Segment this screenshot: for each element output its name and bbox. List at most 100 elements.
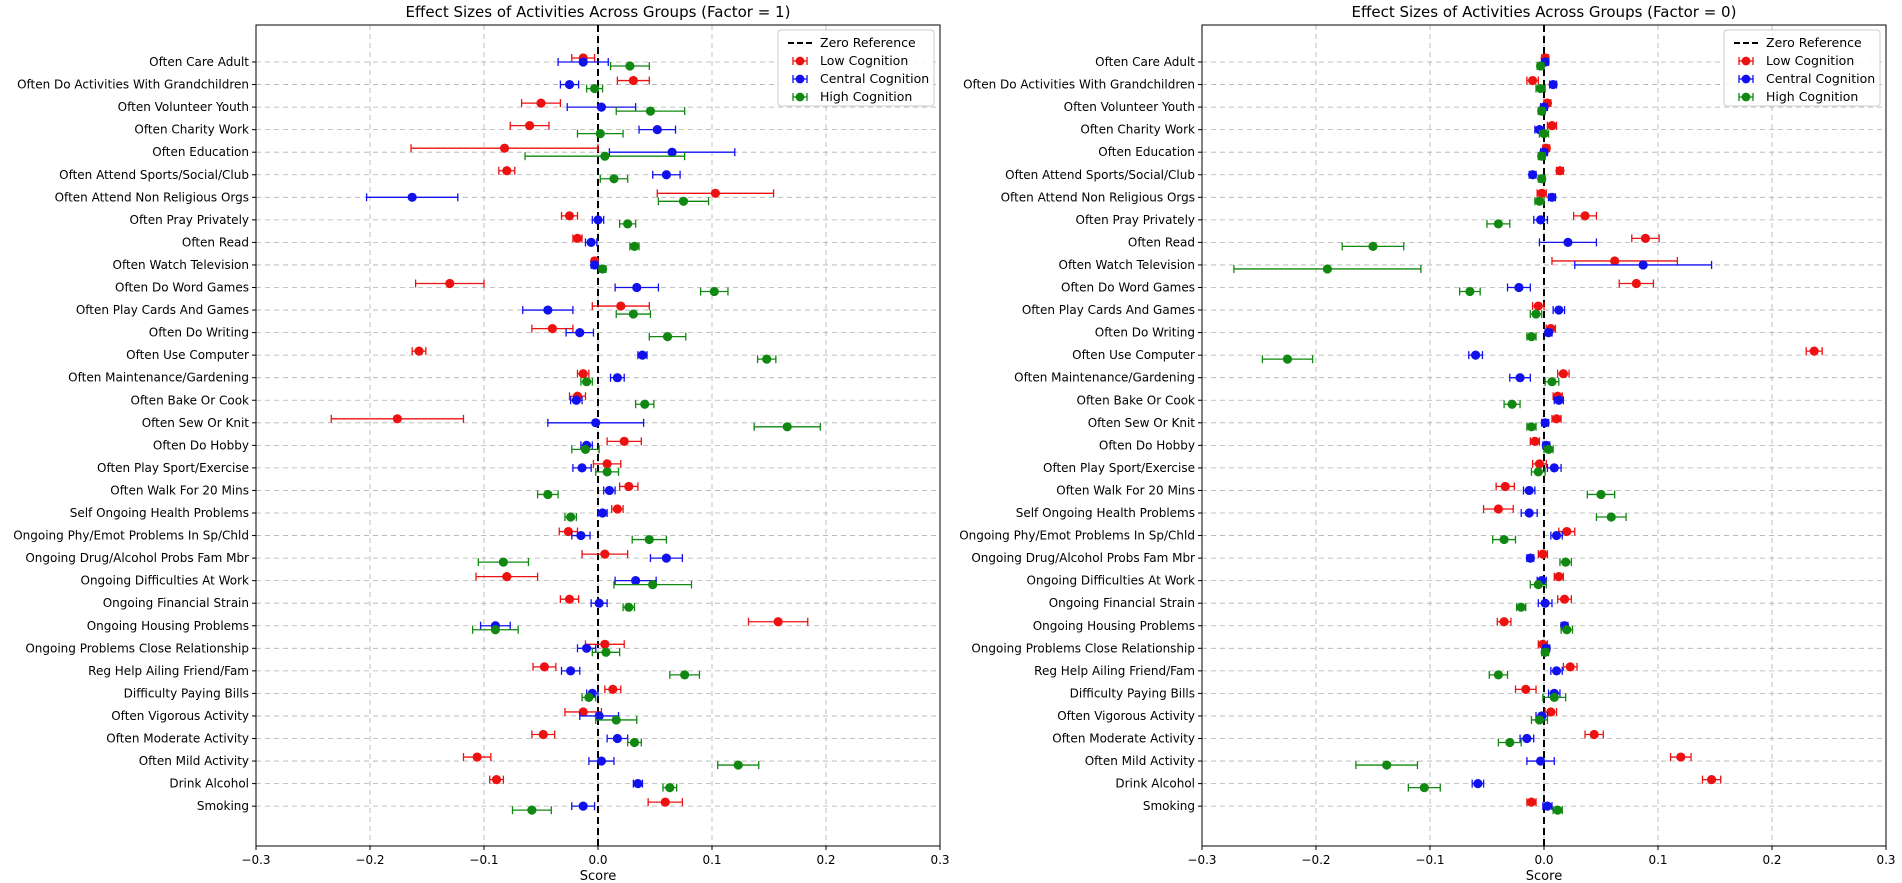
data-point <box>571 395 581 405</box>
data-point <box>1524 508 1534 518</box>
data-point <box>543 305 553 315</box>
data-point <box>637 350 648 360</box>
data-point <box>502 572 512 582</box>
data-point <box>1580 211 1590 221</box>
data-point <box>1559 594 1570 604</box>
data-point <box>566 666 576 676</box>
data-point <box>563 526 573 537</box>
data-point <box>1537 106 1547 116</box>
data-point <box>782 422 792 432</box>
data-point <box>1537 174 1547 184</box>
data-point <box>575 328 585 338</box>
x-tick-label: 0.2 <box>1762 853 1781 867</box>
data-point <box>499 143 510 153</box>
data-point <box>1546 707 1556 717</box>
data-point <box>660 797 670 807</box>
data-point <box>1554 395 1564 405</box>
data-point <box>1507 399 1517 409</box>
data-point <box>652 125 662 135</box>
data-point <box>1551 414 1562 424</box>
legend-marker-point <box>795 56 805 66</box>
y-tick-label: Reg Help Ailing Friend/Fam <box>1034 664 1195 678</box>
data-point <box>1505 737 1515 748</box>
data-point <box>1553 805 1563 815</box>
data-point <box>491 775 502 785</box>
data-point <box>631 576 641 586</box>
data-point <box>1499 617 1509 627</box>
data-point <box>1539 129 1549 139</box>
data-point <box>662 332 673 342</box>
data-point <box>1515 373 1525 383</box>
y-tick-label: Often Bake Or Cook <box>1077 393 1196 407</box>
data-point <box>1547 377 1557 387</box>
data-point <box>604 485 615 496</box>
data-point <box>665 783 675 793</box>
data-point <box>1549 692 1559 703</box>
data-point <box>1535 83 1546 94</box>
data-point <box>582 643 592 653</box>
data-point <box>1561 557 1571 567</box>
data-point <box>1565 662 1575 672</box>
y-tick-label: Smoking <box>197 799 249 813</box>
y-tick-label: Ongoing Financial Strain <box>1049 596 1195 610</box>
data-point <box>1547 121 1557 131</box>
y-tick-label: Reg Help Ailing Friend/Fam <box>88 664 249 678</box>
y-tick-label: Often Play Sport/Exercise <box>97 461 249 475</box>
data-point <box>733 760 743 770</box>
data-point <box>1525 553 1535 563</box>
data-point <box>595 129 605 139</box>
data-point <box>1706 775 1717 785</box>
data-point <box>1558 369 1568 379</box>
y-tick-label: Often Attend Non Religious Orgs <box>55 190 249 204</box>
data-point <box>1534 196 1545 206</box>
y-tick-label: Often Vigorous Activity <box>111 709 249 723</box>
y-tick-label: Often Education <box>1098 145 1195 159</box>
data-point <box>589 83 600 94</box>
data-point <box>1533 301 1543 311</box>
y-tick-label: Self Ongoing Health Problems <box>70 506 249 520</box>
data-point <box>602 459 612 469</box>
data-point <box>1528 170 1538 180</box>
legend-marker-point <box>795 92 805 102</box>
data-point <box>543 489 553 500</box>
data-point <box>392 414 402 424</box>
data-point <box>644 534 654 545</box>
y-tick-label: Often Do Word Games <box>115 281 249 295</box>
data-point <box>623 219 633 229</box>
data-point <box>612 504 622 514</box>
y-tick-label: Self Ongoing Health Problems <box>1016 506 1195 520</box>
data-point <box>593 215 603 225</box>
data-point <box>589 260 600 270</box>
x-tick-label: −0.3 <box>241 853 270 867</box>
data-point <box>1282 354 1293 364</box>
x-axis-label: Score <box>580 869 616 883</box>
data-point <box>1535 756 1546 766</box>
data-point <box>538 729 548 740</box>
legend-marker-point <box>1741 92 1751 102</box>
data-point <box>1473 779 1483 789</box>
legend-label: Central Cognition <box>1766 71 1875 86</box>
data-point <box>612 733 622 744</box>
data-point <box>594 598 604 608</box>
data-point <box>628 75 638 86</box>
y-tick-label: Often Do Word Games <box>1061 281 1195 295</box>
data-point <box>629 241 640 251</box>
data-point <box>609 174 619 184</box>
data-point <box>648 580 658 590</box>
data-point <box>1540 418 1550 428</box>
y-tick-label: Often Mild Activity <box>1085 754 1195 768</box>
data-point <box>1538 549 1548 559</box>
y-tick-label: Often Mild Activity <box>139 754 249 768</box>
data-point <box>445 278 455 289</box>
y-tick-label: Often Read <box>182 235 249 249</box>
y-tick-label: Ongoing Housing Problems <box>87 619 249 633</box>
y-tick-label: Often Do Activities With Grandchildren <box>963 78 1195 92</box>
y-tick-label: Often Maintenance/Gardening <box>68 371 249 385</box>
data-point <box>1533 580 1543 590</box>
y-tick-label: Often Maintenance/Gardening <box>1014 371 1195 385</box>
x-tick-label: 0.0 <box>1534 853 1553 867</box>
data-point <box>628 309 638 319</box>
data-point <box>596 756 607 766</box>
data-point <box>600 639 610 649</box>
data-point <box>1809 346 1819 356</box>
